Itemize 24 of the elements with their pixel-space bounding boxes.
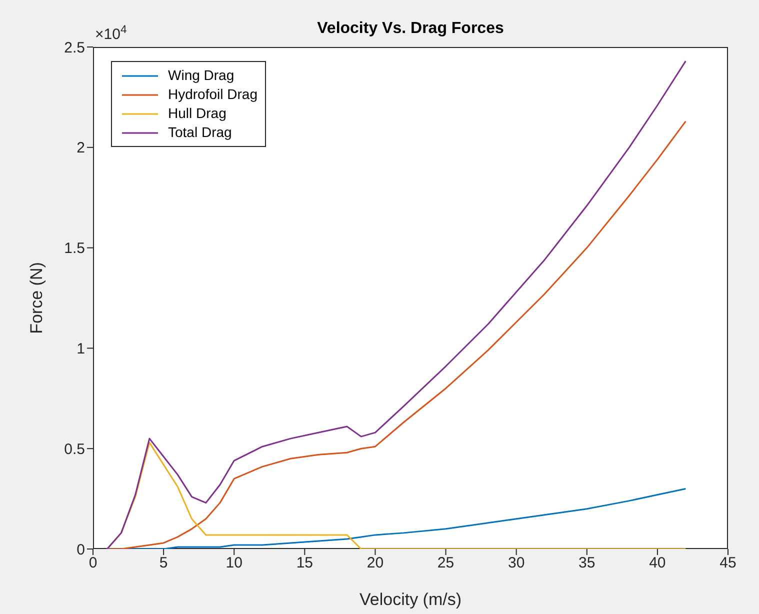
x-tick-label: 10 bbox=[226, 554, 242, 572]
legend-label: Total Drag bbox=[168, 123, 232, 142]
x-tick-label: 0 bbox=[88, 554, 98, 572]
y-axis-title: Force (N) bbox=[27, 262, 46, 334]
legend-label: Wing Drag bbox=[168, 66, 234, 85]
x-tick-label: 15 bbox=[296, 554, 314, 572]
y-tick-label: 0 bbox=[76, 541, 85, 558]
y-tick-label: 1.5 bbox=[64, 240, 85, 258]
legend-label: Hull Drag bbox=[168, 104, 226, 123]
y-tick-label: 2 bbox=[76, 140, 85, 157]
x-tick-label: 30 bbox=[508, 554, 525, 572]
y-tick-label: 0.5 bbox=[64, 440, 85, 458]
chart-title: Velocity Vs. Drag Forces bbox=[317, 20, 504, 37]
x-axis-title: Velocity (m/s) bbox=[359, 590, 462, 609]
x-tick-label: 20 bbox=[366, 554, 384, 572]
x-tick-label: 5 bbox=[159, 554, 168, 572]
x-tick-label: 40 bbox=[649, 554, 666, 572]
y-tick-label: 1 bbox=[76, 340, 85, 358]
x-tick-label: 45 bbox=[720, 554, 736, 572]
legend-label: Hydrofoil Drag bbox=[168, 85, 258, 104]
text: ×10$^{4}$ bbox=[95, 24, 127, 43]
x-tick-label: 25 bbox=[437, 554, 454, 572]
x-tick-label: 35 bbox=[578, 554, 596, 572]
y-tick-label: 2.5 bbox=[64, 39, 85, 56]
